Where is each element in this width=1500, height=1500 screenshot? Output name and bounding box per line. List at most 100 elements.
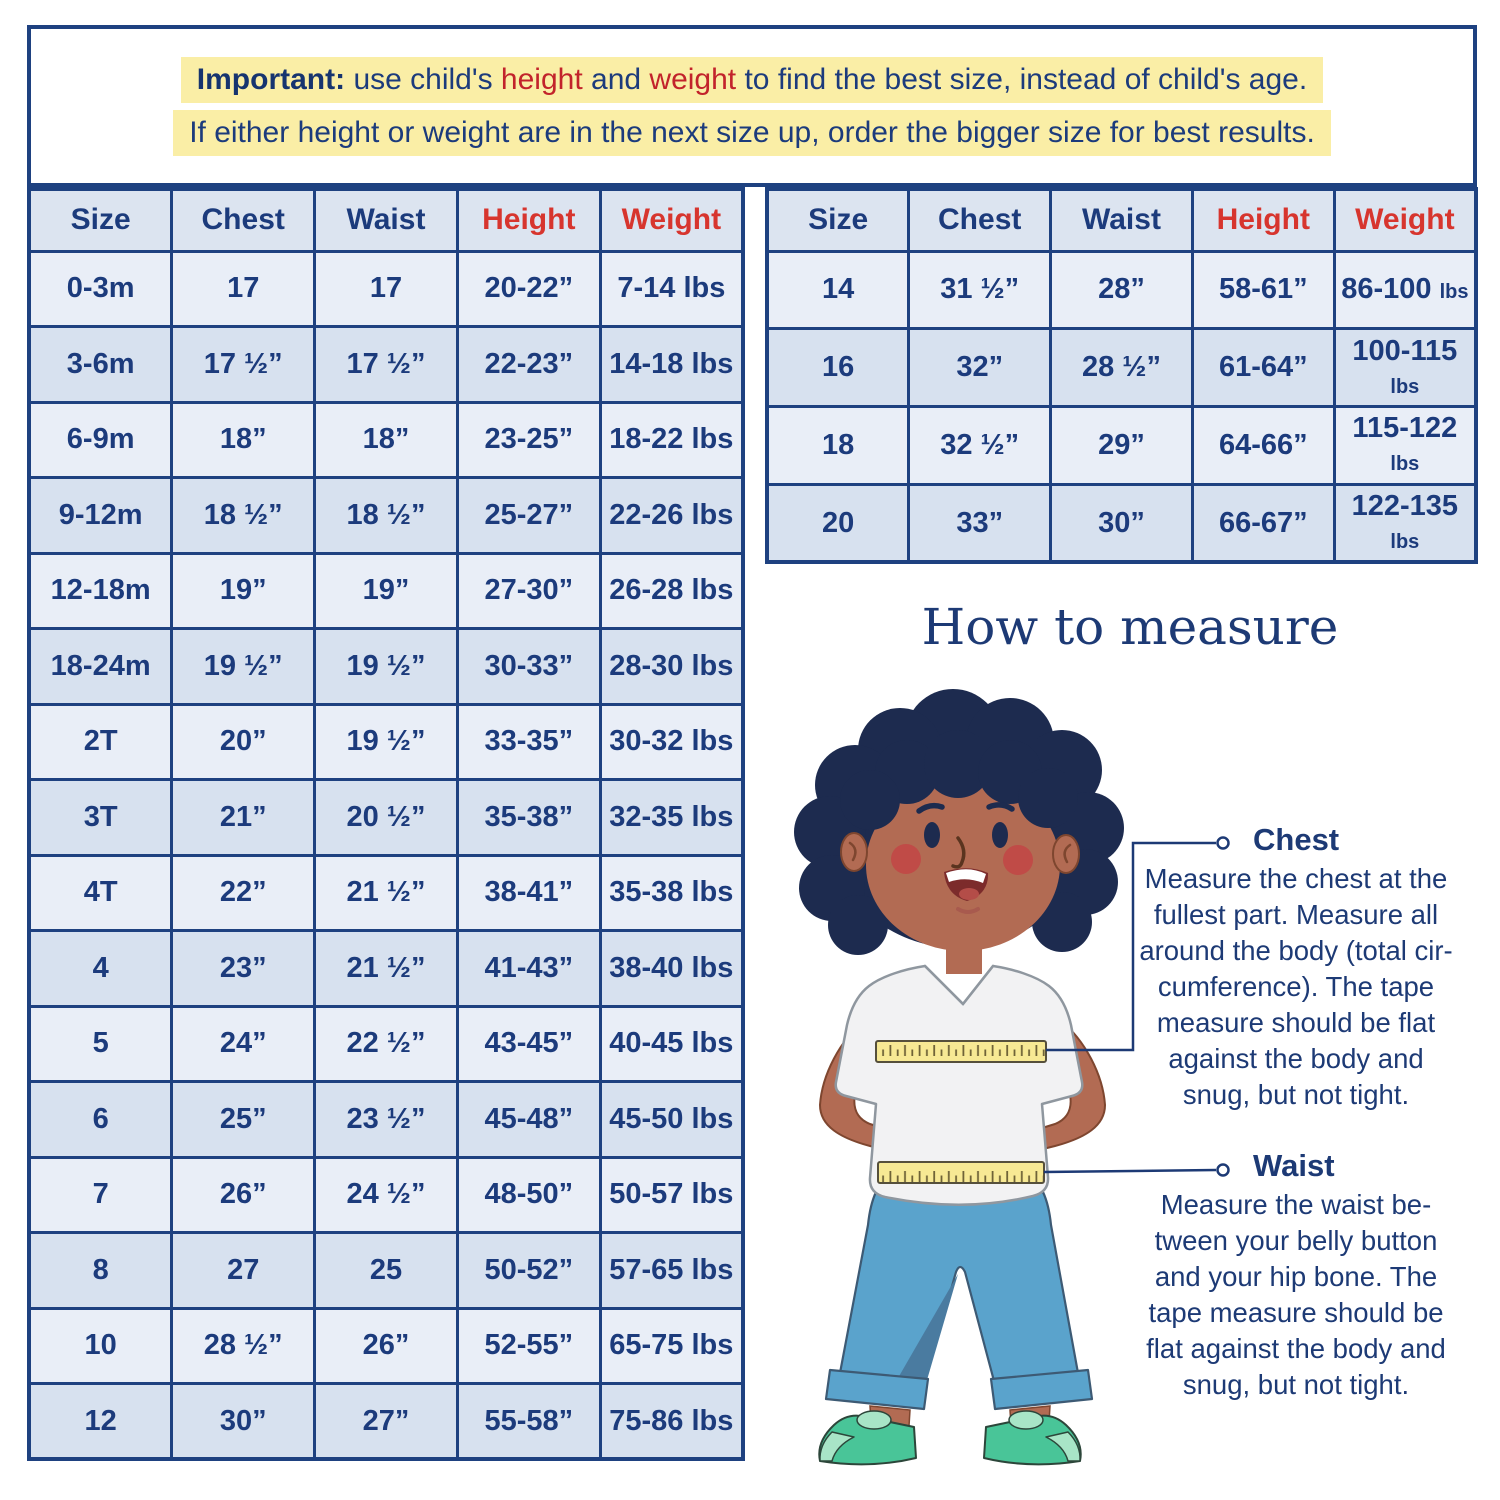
size-cell: 20 (765, 482, 911, 564)
banner-line-2: If either height or weight are in the ne… (173, 109, 1331, 156)
size-table: Size Chest Waist Height Weight 14 31 ½” 28” 58-… (765, 187, 1478, 565)
column-header-weight: Weight (1332, 187, 1478, 253)
size-cell: 18-24m (27, 627, 174, 706)
size-cell: 7 (27, 1155, 174, 1234)
measurement-cell: 18 ½” (313, 476, 459, 555)
measurement-cell: 18” (313, 400, 459, 479)
measurement-cell: 21” (170, 778, 317, 857)
table-row: 4 23” 21 ½” 41-43” 38-40 lbs (27, 929, 745, 1008)
measurement-cell: 57-65 lbs (598, 1231, 745, 1310)
measurement-cell: 17 (170, 249, 317, 328)
size-cell: 5 (27, 1004, 174, 1083)
header-row: Size Chest Waist Height Weight (765, 187, 1478, 253)
vneck-collar (923, 964, 995, 1006)
waist-label: Waist (1253, 1148, 1335, 1183)
measurement-cell: 27 (170, 1231, 317, 1310)
size-cell: 2T (27, 702, 174, 781)
measurement-cell: 24 ½” (313, 1155, 459, 1234)
measurement-cell: 19” (313, 551, 459, 630)
measurement-cell: 28 ½” (1049, 327, 1194, 409)
measurement-cell: 23” (170, 929, 317, 1008)
measurement-cell: 19 ½” (313, 627, 459, 706)
measurement-cell: 30-32 lbs (598, 702, 745, 781)
measurement-cell: 50-57 lbs (598, 1155, 745, 1234)
table-row: 6 25” 23 ½” 45-48” 45-50 lbs (27, 1080, 745, 1159)
measurement-cell: 18 ½” (170, 476, 317, 555)
arms (818, 1018, 1107, 1154)
measurement-cell: 122-135 lbs (1332, 482, 1478, 564)
measurement-cell: 26-28 lbs (598, 551, 745, 630)
size-cell: 4 (27, 929, 174, 1008)
measurement-cell: 41-43” (455, 929, 602, 1008)
table-row: 18 32 ½” 29” 64-66” 115-122 lbs (765, 405, 1478, 486)
weight-keyword: weight (649, 62, 737, 96)
measurement-cell: 40-45 lbs (598, 1004, 745, 1083)
boy-illustration (794, 689, 1124, 1466)
table-row: 16 32” 28 ½” 61-64” 100-115 lbs (765, 327, 1478, 409)
measurement-cell: 48-50” (455, 1155, 602, 1234)
size-cell: 16 (765, 327, 911, 409)
size-cell: 3T (27, 778, 174, 857)
eyes (924, 822, 1008, 848)
measurement-cell: 18” (170, 400, 317, 479)
column-header-waist: Waist (313, 187, 459, 253)
size-cell: 18 (765, 405, 911, 486)
column-header-weight: Weight (598, 187, 745, 253)
how-to-measure-title: How to measure (921, 598, 1339, 656)
measurement-cell: 65-75 lbs (598, 1306, 745, 1385)
measurement-cell: 18-22 lbs (598, 400, 745, 479)
measurement-cell: 55-58” (455, 1382, 602, 1461)
mouth (944, 868, 989, 914)
column-header-size: Size (27, 187, 174, 253)
measurement-cell: 14-18 lbs (598, 325, 745, 404)
chest-tape (875, 1040, 1047, 1063)
measurement-cell: 33-35” (455, 702, 602, 781)
measurement-cell: 28” (1049, 249, 1194, 331)
measurement-cell: 66-67” (1190, 482, 1336, 564)
chest-label: Chest (1253, 822, 1340, 857)
measurement-cell: 52-55” (455, 1306, 602, 1385)
measurement-cell: 22” (170, 853, 317, 932)
column-header-waist: Waist (1049, 187, 1194, 253)
important-prefix: Important: (196, 62, 346, 96)
nose (951, 836, 966, 869)
measurement-cell: 25” (170, 1080, 317, 1159)
measurement-cell: 30” (170, 1382, 317, 1461)
size-table-14-to-20: Size Chest Waist Height Weight 14 31 ½” 28” 58-… (765, 187, 1478, 565)
measurement-cell: 19 ½” (313, 702, 459, 781)
measurement-cell: 26” (170, 1155, 317, 1234)
measurement-cell: 64-66” (1190, 405, 1336, 486)
measurement-cell: 20-22” (455, 249, 602, 328)
table-row: 18-24m 19 ½” 19 ½” 30-33” 28-30 lbs (27, 627, 745, 706)
table-row: 8 27 25 50-52” 57-65 lbs (27, 1231, 745, 1310)
measurement-cell: 26” (313, 1306, 459, 1385)
measurement-cell: 21 ½” (313, 929, 459, 1008)
height-keyword: height (500, 62, 583, 96)
table-row: 12 30” 27” 55-58” 75-86 lbs (27, 1382, 745, 1461)
chest-marker-circle-icon (1216, 836, 1230, 850)
size-table: Size Chest Waist Height Weight 0-3m 17 17 20-22… (27, 187, 745, 1461)
measurement-cell: 17 ½” (170, 325, 317, 404)
table-row: 12-18m 19” 19” 27-30” 26-28 lbs (27, 551, 745, 630)
neck (946, 936, 982, 974)
cheeks (891, 844, 1033, 875)
measurement-cell: 22-23” (455, 325, 602, 404)
table-row: 14 31 ½” 28” 58-61” 86-100 lbs (765, 249, 1478, 331)
measurement-cell: 38-41” (455, 853, 602, 932)
measurement-cell: 30” (1049, 482, 1194, 564)
table-row: 20 33” 30” 66-67” 122-135 lbs (765, 482, 1478, 564)
measurement-cell: 22 ½” (313, 1004, 459, 1083)
size-cell: 10 (27, 1306, 174, 1385)
table-row: 6-9m 18” 18” 23-25” 18-22 lbs (27, 400, 745, 479)
measurement-cell: 75-86 lbs (598, 1382, 745, 1461)
measurement-cell: 31 ½” (907, 249, 1053, 331)
measurement-cell: 22-26 lbs (598, 476, 745, 555)
measurement-cell: 35-38 lbs (598, 853, 745, 932)
measurement-cell: 21 ½” (313, 853, 459, 932)
table-row: 9-12m 18 ½” 18 ½” 25-27” 22-26 lbs (27, 476, 745, 555)
table-row: 7 26” 24 ½” 48-50” 50-57 lbs (27, 1155, 745, 1234)
waist-tape (877, 1161, 1045, 1184)
measurement-cell: 32-35 lbs (598, 778, 745, 857)
measurement-cell: 32” (907, 327, 1053, 409)
